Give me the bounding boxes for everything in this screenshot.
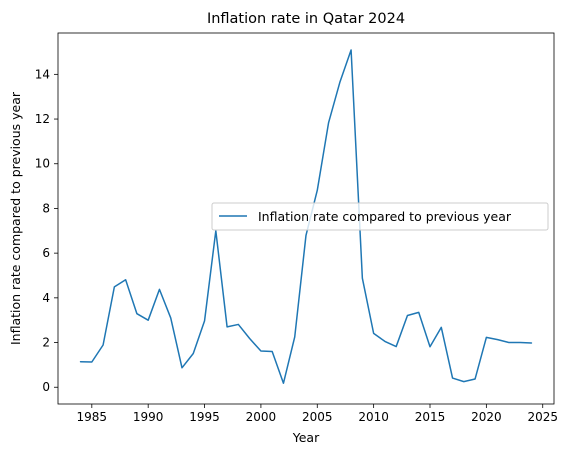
y-tick-label: 14 xyxy=(35,67,50,81)
y-axis: 0 2 4 6 8 10 12 14 xyxy=(35,67,58,394)
y-axis-label: Inflation rate compared to previous year xyxy=(8,91,23,345)
plot-frame xyxy=(57,32,555,405)
x-tick-label: 2005 xyxy=(302,410,333,424)
y-tick-label: 0 xyxy=(42,380,50,394)
x-tick-label: 2000 xyxy=(246,410,277,424)
chart-title: Inflation rate in Qatar 2024 xyxy=(207,11,405,27)
y-tick-label: 12 xyxy=(35,112,50,126)
y-tick-label: 4 xyxy=(42,291,50,305)
y-tick-label: 6 xyxy=(42,246,50,260)
x-tick-label: 2010 xyxy=(358,410,389,424)
legend-label: Inflation rate compared to previous year xyxy=(258,209,512,224)
y-tick-label: 2 xyxy=(42,336,50,350)
x-axis-label: Year xyxy=(292,430,320,445)
series-line-0 xyxy=(79,49,533,384)
x-tick-label: 1990 xyxy=(133,410,164,424)
y-tick-label: 8 xyxy=(42,201,50,215)
x-tick-label: 2015 xyxy=(415,410,446,424)
x-tick-label: 1995 xyxy=(189,410,220,424)
y-tick-label: 10 xyxy=(35,157,50,171)
plot-area xyxy=(57,32,555,405)
x-tick-label: 2020 xyxy=(471,410,502,424)
x-tick-label: 2025 xyxy=(527,410,558,424)
x-axis: 1985 1990 1995 2000 2005 2010 2015 2020 2025 xyxy=(77,404,558,424)
legend-box xyxy=(211,202,549,231)
x-tick-label: 1985 xyxy=(77,410,108,424)
legend: Inflation rate compared to previous year xyxy=(211,202,549,231)
